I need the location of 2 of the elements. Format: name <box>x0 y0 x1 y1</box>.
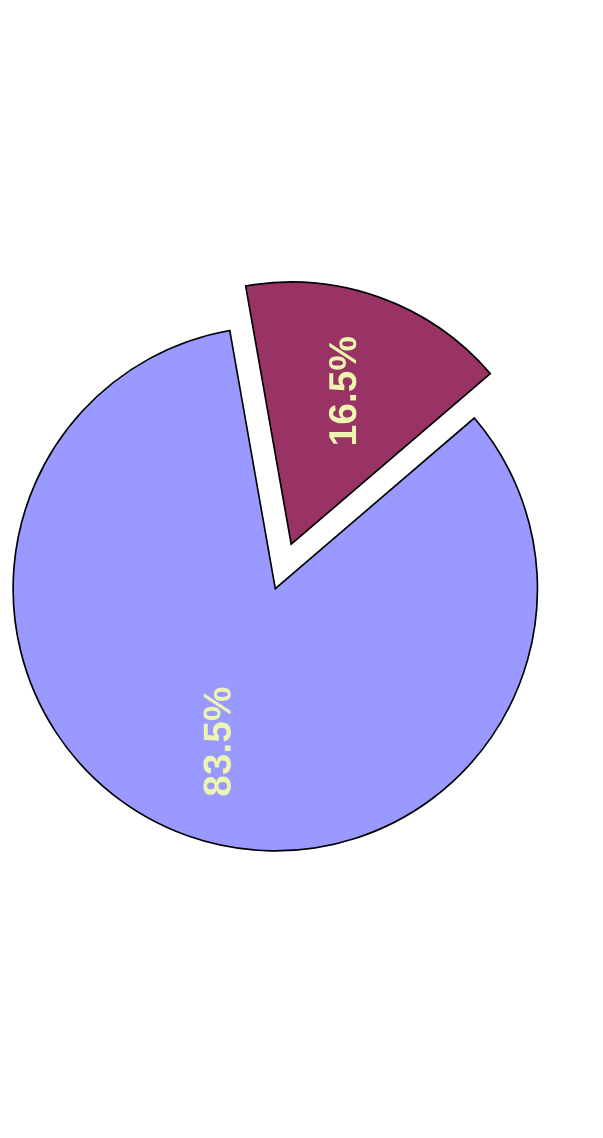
data-label: 83.5% <box>203 687 231 796</box>
data-label: 16.5% <box>328 337 357 444</box>
